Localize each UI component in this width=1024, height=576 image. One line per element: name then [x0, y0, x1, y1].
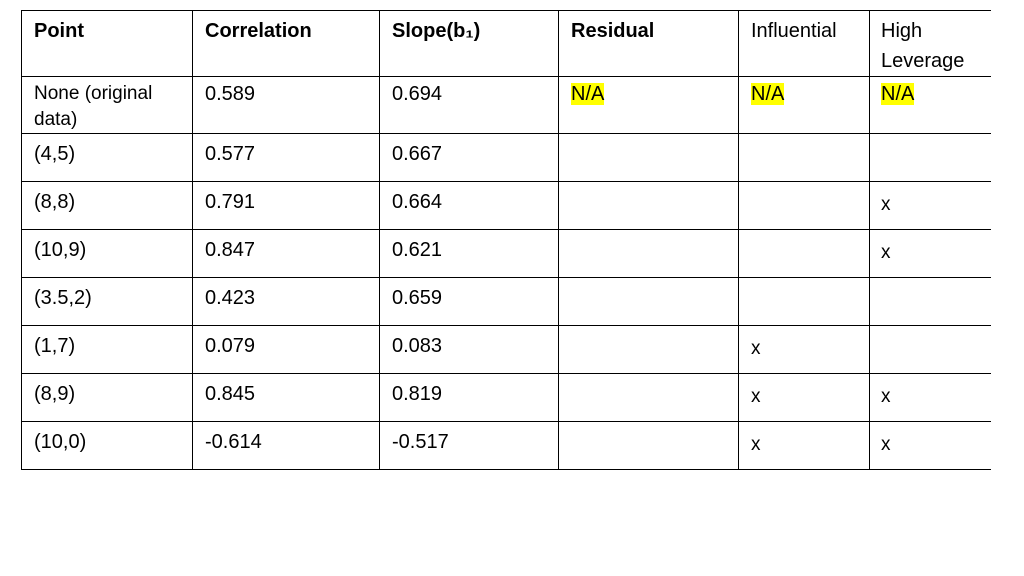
cell-residual [558, 229, 739, 278]
cell-point: None (original data) [21, 76, 193, 134]
cell-correlation: -0.614 [192, 421, 380, 470]
cell-point: (10,0) [21, 421, 193, 470]
cell-high-leverage: x [869, 373, 991, 422]
header-point: Point [21, 10, 193, 77]
table-row: (10,0) -0.614 -0.517 x x [21, 421, 991, 470]
cell-slope: 0.659 [379, 277, 559, 326]
cell-residual [558, 373, 739, 422]
cell-influential: x [738, 373, 870, 422]
cell-influential [738, 229, 870, 278]
header-row: Point Correlation Slope(b₁) Residual Inf… [21, 10, 991, 77]
cell-influential [738, 181, 870, 230]
cell-high-leverage: x [869, 421, 991, 470]
header-correlation: Correlation [192, 10, 380, 77]
cell-residual [558, 325, 739, 374]
cell-high-leverage [869, 133, 991, 182]
cell-high-leverage: x [869, 229, 991, 278]
cell-point: (8,9) [21, 373, 193, 422]
table-row: (4,5) 0.577 0.667 [21, 133, 991, 182]
cell-residual [558, 133, 739, 182]
cell-correlation: 0.079 [192, 325, 380, 374]
cell-high-leverage [869, 277, 991, 326]
cell-residual [558, 421, 739, 470]
high-leverage-mark: x [881, 242, 891, 263]
cell-point: (4,5) [21, 133, 193, 182]
cell-point: (1,7) [21, 325, 193, 374]
influential-highlight: N/A [751, 83, 785, 105]
cell-high-leverage: N/A [869, 76, 991, 134]
cell-point: (10,9) [21, 229, 193, 278]
cell-correlation: 0.845 [192, 373, 380, 422]
header-slope: Slope(b₁) [379, 10, 559, 77]
cell-slope: 0.664 [379, 181, 559, 230]
cell-point: (8,8) [21, 181, 193, 230]
cell-correlation: 0.423 [192, 277, 380, 326]
high-leverage-highlight: N/A [881, 83, 915, 105]
cell-slope: -0.517 [379, 421, 559, 470]
influential-mark: x [751, 338, 761, 359]
influential-mark: x [751, 386, 761, 407]
cell-slope: 0.694 [379, 76, 559, 134]
influential-mark: x [751, 434, 761, 455]
high-leverage-mark: x [881, 386, 891, 407]
cell-influential: x [738, 421, 870, 470]
cell-correlation: 0.847 [192, 229, 380, 278]
cell-influential: x [738, 325, 870, 374]
header-high-leverage: High Leverage [869, 10, 991, 77]
cell-slope: 0.621 [379, 229, 559, 278]
cell-correlation: 0.577 [192, 133, 380, 182]
table-row: (3.5,2) 0.423 0.659 [21, 277, 991, 326]
regression-table: Point Correlation Slope(b₁) Residual Inf… [21, 10, 991, 470]
high-leverage-mark: x [881, 434, 891, 455]
cell-point: (3.5,2) [21, 277, 193, 326]
table-row: (8,8) 0.791 0.664 x [21, 181, 991, 230]
cell-influential [738, 133, 870, 182]
table-row: (1,7) 0.079 0.083 x [21, 325, 991, 374]
cell-influential [738, 277, 870, 326]
table-row: (10,9) 0.847 0.621 x [21, 229, 991, 278]
header-residual: Residual [558, 10, 739, 77]
cell-slope: 0.819 [379, 373, 559, 422]
cell-residual [558, 277, 739, 326]
cell-high-leverage: x [869, 181, 991, 230]
table-row: (8,9) 0.845 0.819 x x [21, 373, 991, 422]
cell-correlation: 0.791 [192, 181, 380, 230]
table-row-original: None (original data) 0.589 0.694 N/A N/A… [21, 76, 991, 134]
high-leverage-mark: x [881, 194, 891, 215]
cell-slope: 0.667 [379, 133, 559, 182]
cell-high-leverage [869, 325, 991, 374]
header-influential: Influential [738, 10, 870, 77]
cell-slope: 0.083 [379, 325, 559, 374]
cell-influential: N/A [738, 76, 870, 134]
residual-highlight: N/A [571, 83, 605, 105]
cell-residual [558, 181, 739, 230]
cell-correlation: 0.589 [192, 76, 380, 134]
cell-residual: N/A [558, 76, 739, 134]
